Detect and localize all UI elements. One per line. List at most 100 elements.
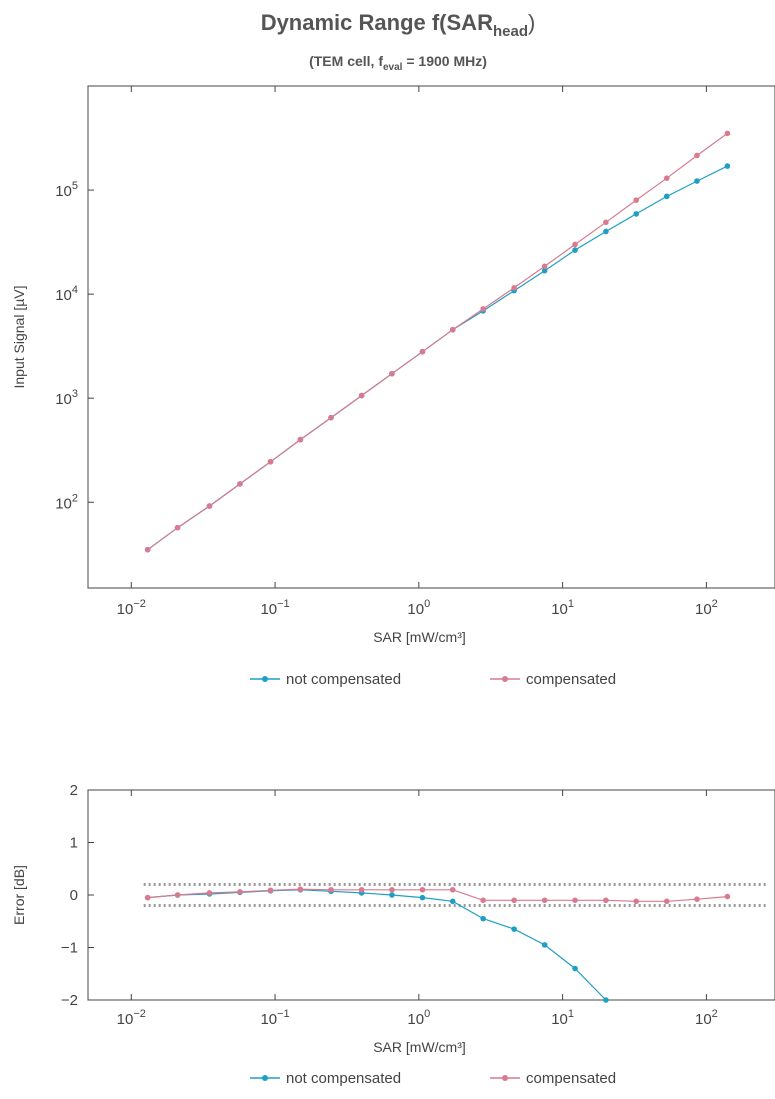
x-tick-label: 100 <box>407 598 430 618</box>
data-point <box>267 887 274 894</box>
data-point <box>389 892 395 898</box>
data-point <box>419 886 426 893</box>
legend-item: compensated <box>490 671 616 688</box>
data-point <box>724 130 731 137</box>
series-line <box>147 132 728 551</box>
data-point <box>541 942 548 948</box>
y-tick-label: 0 <box>70 887 78 904</box>
legend-marker <box>262 1075 268 1081</box>
data-point <box>297 886 304 893</box>
y-tick-label: −2 <box>61 992 78 1009</box>
data-point <box>174 892 181 898</box>
y-tick-label: 105 <box>55 180 78 200</box>
y-tick-label: 104 <box>55 284 78 304</box>
y-axis-label: Error [dB] <box>11 865 27 925</box>
data-point <box>449 326 456 333</box>
data-point <box>633 197 640 203</box>
data-point <box>541 897 548 904</box>
chart-subtitle: (TEM cell, feval = 1900 MHz) <box>309 53 487 73</box>
data-point <box>389 370 395 377</box>
y-tick-label: 103 <box>55 388 78 408</box>
legend-label: not compensated <box>286 671 401 688</box>
chart-subtitle-sub: eval <box>383 62 403 73</box>
x-tick-label: 101 <box>551 598 574 618</box>
x-axis-label: SAR [mW/cm³] <box>373 629 466 645</box>
data-point <box>663 193 670 200</box>
data-point <box>480 897 486 904</box>
x-tick-label: 102 <box>695 598 718 618</box>
data-point <box>603 897 609 904</box>
plot-frame <box>87 85 775 589</box>
x-tick-label: 10−2 <box>117 598 146 618</box>
data-point <box>511 897 517 904</box>
data-point <box>603 997 609 1003</box>
legend-marker <box>262 676 268 682</box>
data-point <box>511 285 517 291</box>
data-point <box>237 481 243 487</box>
data-point <box>328 886 334 893</box>
data-point <box>389 886 395 893</box>
data-point <box>694 896 700 902</box>
data-point <box>449 886 456 893</box>
data-point <box>419 348 426 355</box>
data-point <box>174 524 181 531</box>
data-point <box>572 241 578 248</box>
x-tick-label: 10−1 <box>260 1008 289 1028</box>
data-point <box>267 458 274 465</box>
chart-title: Dynamic Range f(SARhead) <box>261 10 536 40</box>
data-point <box>633 898 640 905</box>
legend-label: not compensated <box>286 1070 401 1087</box>
data-point <box>480 306 486 312</box>
data-point <box>572 965 578 972</box>
data-point <box>724 163 731 169</box>
chart-subtitle-pre: (TEM cell, f <box>309 53 383 69</box>
data-point <box>480 915 486 922</box>
chart-title-main: Dynamic Range f(SAR <box>261 10 493 35</box>
data-point <box>144 894 151 901</box>
data-point <box>633 211 640 217</box>
data-point <box>663 175 670 182</box>
x-tick-label: 10−1 <box>260 598 289 618</box>
y-tick-label: 1 <box>70 835 78 852</box>
y-axis-label: Input Signal [µV] <box>11 285 27 388</box>
data-point <box>328 414 334 421</box>
data-point <box>541 263 548 270</box>
series-line <box>147 165 728 551</box>
x-tick-label: 101 <box>551 1008 574 1028</box>
x-axis-label: SAR [mW/cm³] <box>373 1039 466 1055</box>
chart-title-close: ) <box>528 10 535 35</box>
legend-label: compensated <box>526 1070 616 1087</box>
chart-1: 10−2 10−1 100 101 102 102 103 104 105 SAR [mW/cm³… <box>11 85 775 688</box>
legend-item: not compensated <box>250 1070 401 1087</box>
data-point <box>603 219 609 226</box>
legend-marker <box>502 1075 508 1081</box>
data-point <box>694 178 700 184</box>
legend-label: compensated <box>526 671 616 688</box>
data-point <box>572 897 578 904</box>
data-point <box>603 228 609 235</box>
data-point <box>694 152 700 159</box>
series-line <box>147 889 607 1001</box>
x-tick-label: 10−2 <box>117 1008 146 1028</box>
chart-subtitle-post: = 1900 MHz) <box>402 53 486 69</box>
data-point <box>144 546 151 553</box>
data-point <box>237 889 243 895</box>
y-tick-label: 102 <box>55 492 78 512</box>
data-point <box>419 894 426 901</box>
x-tick-label: 100 <box>407 1008 430 1028</box>
y-tick-label: 2 <box>70 782 78 799</box>
legend-marker <box>502 676 508 682</box>
chart-title-sub: head <box>493 23 528 40</box>
legend-item: not compensated <box>250 671 401 688</box>
data-point <box>358 392 365 399</box>
data-point <box>297 436 304 443</box>
data-point <box>572 247 578 253</box>
data-point <box>511 926 517 932</box>
data-point <box>724 893 731 900</box>
data-point <box>449 898 456 905</box>
data-point <box>206 503 213 509</box>
